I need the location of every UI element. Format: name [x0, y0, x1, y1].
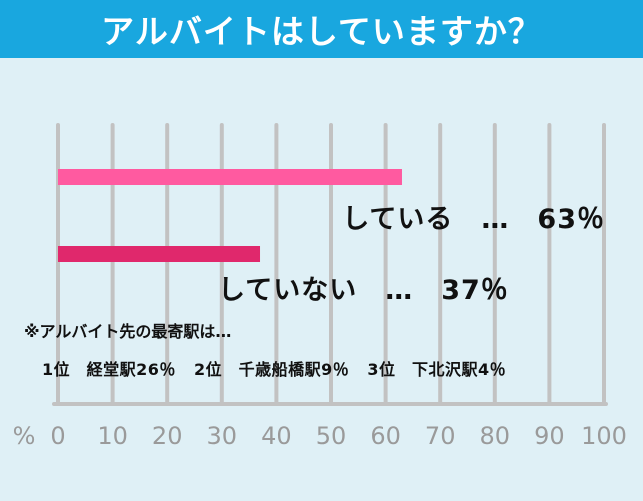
axis-unit-label: % — [13, 422, 36, 450]
tick-label-60: 60 — [370, 422, 401, 450]
title-bar: アルバイトはしていますか？ — [0, 0, 643, 58]
tick-label-80: 80 — [480, 422, 511, 450]
bar-shiteiru — [58, 169, 402, 185]
tick-label-100: 100 — [581, 422, 627, 450]
tick-label-20: 20 — [152, 422, 183, 450]
tick-label-70: 70 — [425, 422, 456, 450]
ranking-item-3: 3位 下北沢駅4％ — [367, 360, 507, 379]
ranking-item-2: 2位 千歳船橋駅9％ — [193, 360, 350, 379]
bar-shiteinai — [58, 246, 261, 262]
ranking-item-1: 1位 経堂駅26％ — [42, 360, 176, 379]
note-title: ※アルバイト先の最寄駅は… — [24, 322, 232, 341]
station-ranking: 1位 経堂駅26％ 2位 千歳船橋駅9％ 3位 下北沢駅4％ — [42, 356, 518, 380]
tick-label-30: 30 — [207, 422, 238, 450]
tick-label-50: 50 — [316, 422, 347, 450]
tick-label-0: 0 — [50, 422, 65, 450]
tick-label-10: 10 — [97, 422, 128, 450]
tick-label-90: 90 — [534, 422, 565, 450]
chart-title: アルバイトはしていますか？ — [101, 12, 542, 51]
bar-label-shiteinai: していない … 37％ — [218, 275, 509, 306]
tick-label-40: 40 — [261, 422, 292, 450]
bar-label-shiteiru: している … 63％ — [342, 204, 605, 235]
